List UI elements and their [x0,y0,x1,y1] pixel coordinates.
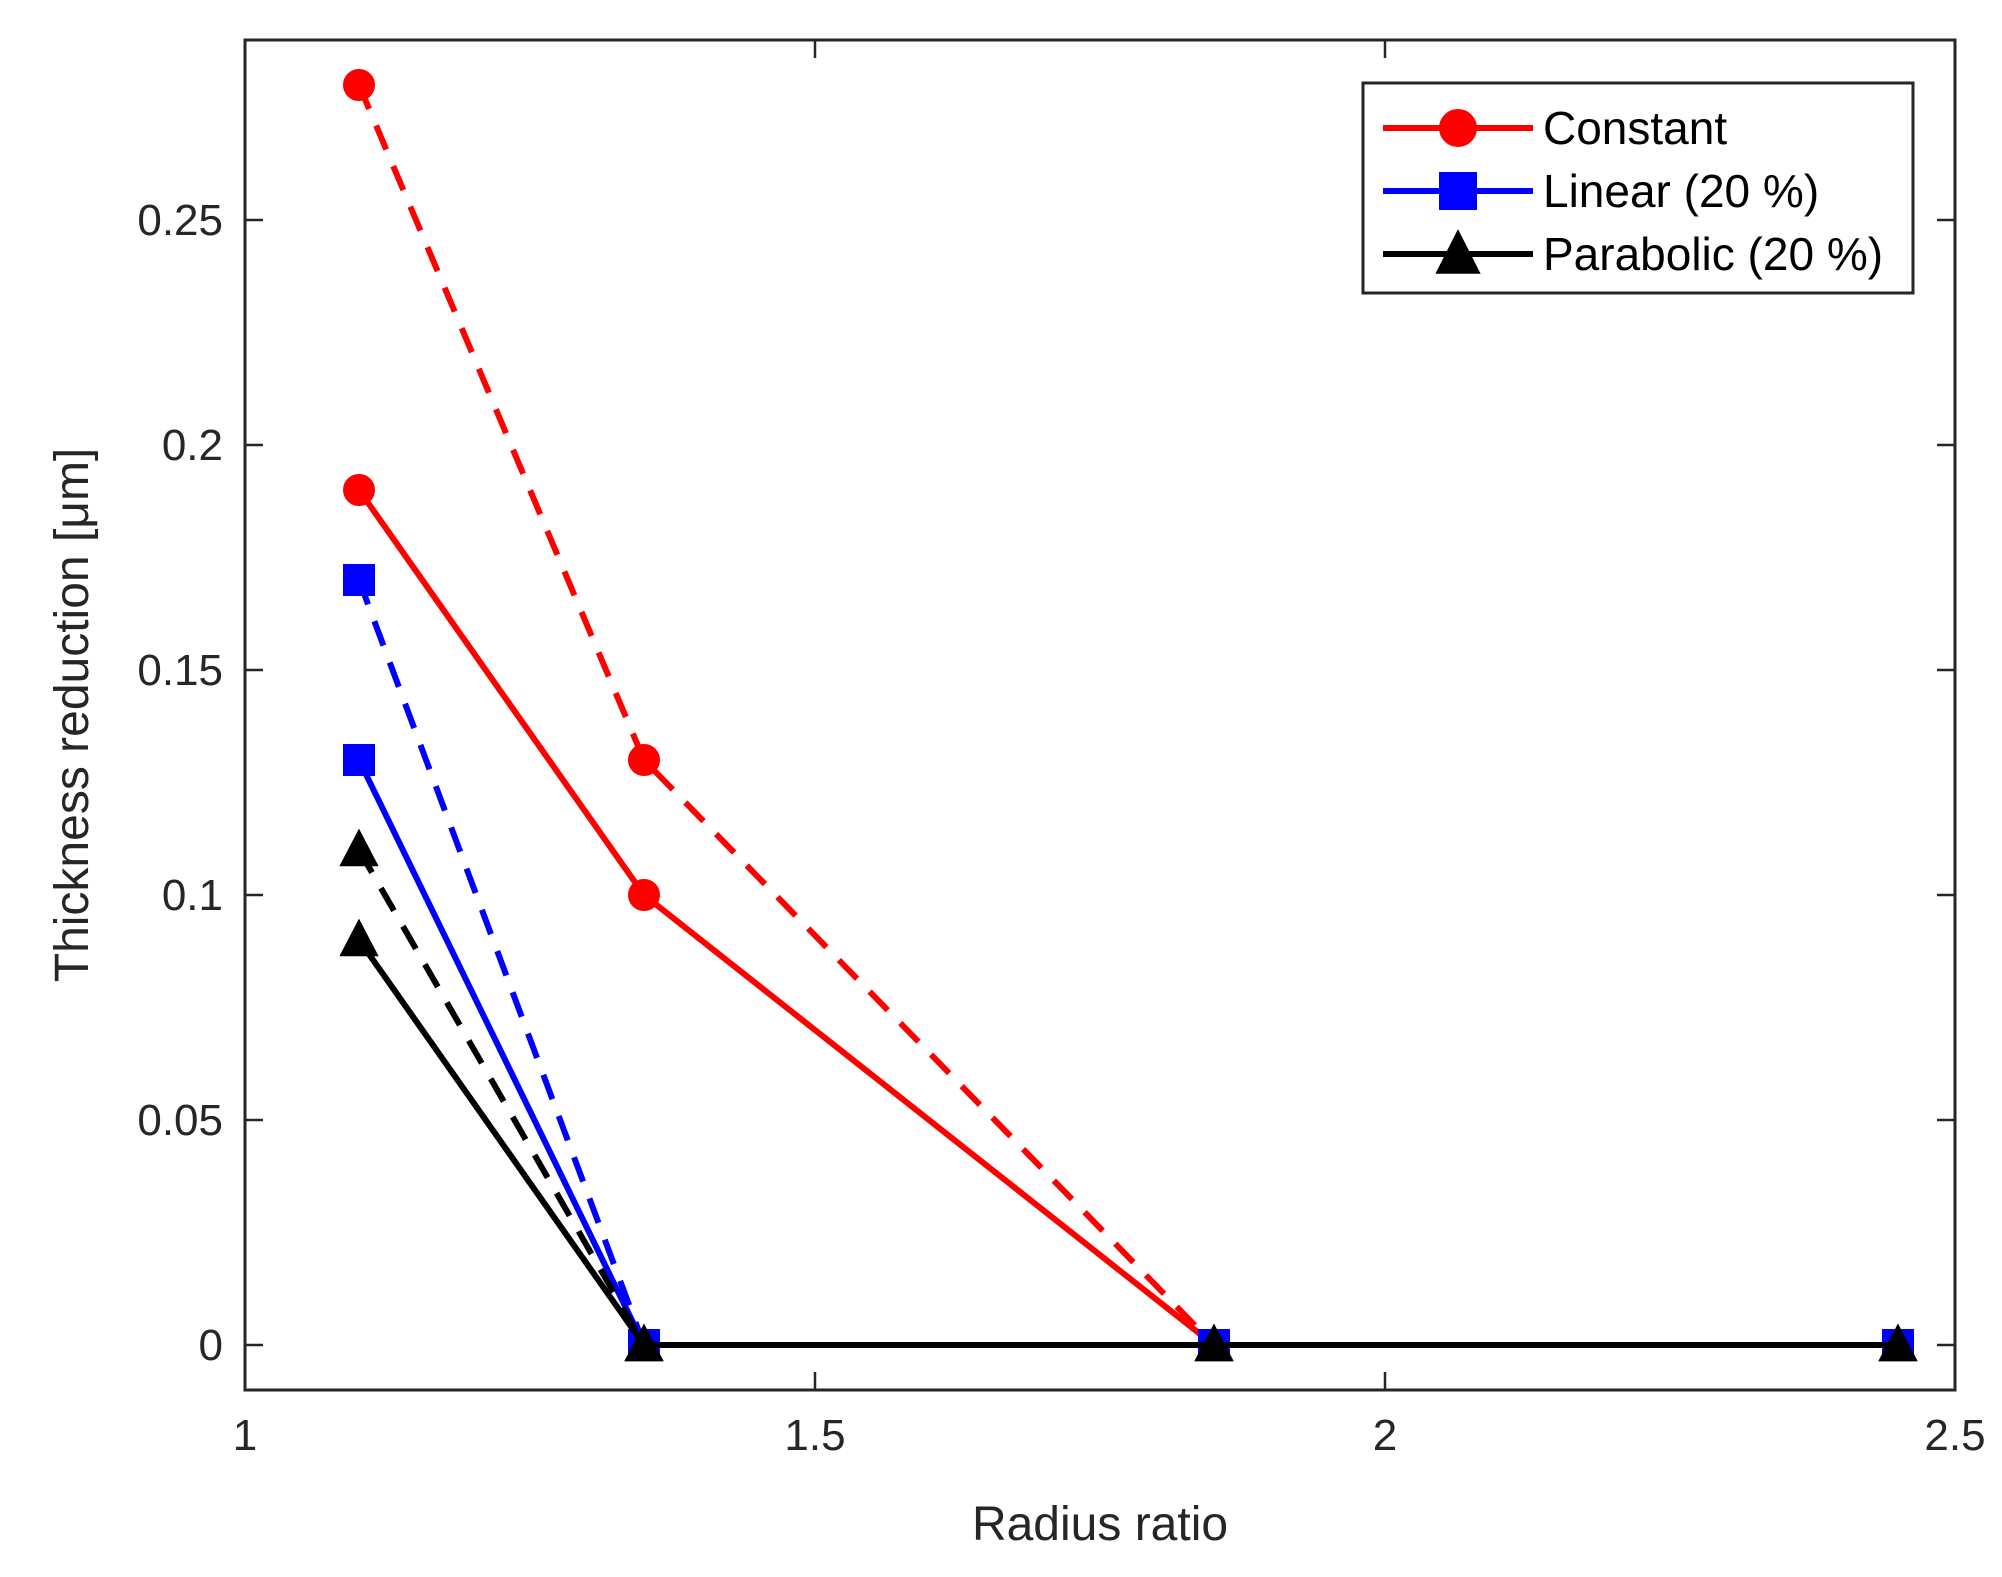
y-tick-label: 0.25 [137,196,223,245]
data-point-marker [339,918,379,957]
data-series [339,69,1918,1362]
tick-labels: 1 1.5 2 2.5 0 0.05 0.1 0.15 0.2 0.25 [137,196,1985,1460]
legend-marker [1435,229,1481,274]
series-4 [339,918,1918,1362]
y-tick-label: 0.05 [137,1096,223,1145]
data-point-marker [339,828,379,867]
x-axis-title: Radius ratio [972,1498,1228,1551]
data-point-marker [343,564,375,596]
y-tick-label: 0 [199,1321,223,1370]
series-line [356,938,1898,1348]
legend-marker [1439,172,1477,210]
data-point-marker [624,1323,664,1362]
axes-box [243,38,1957,1392]
series-line [356,83,1898,1348]
data-point-marker [1878,1323,1918,1362]
legend-label: Linear (20 %) [1543,165,1819,217]
data-point-marker [628,879,660,911]
legend-label: Constant [1543,102,1727,154]
y-tick-label: 0.15 [137,646,223,695]
x-tick-label: 2.5 [1924,1411,1985,1460]
data-point-marker [343,474,375,506]
x-tick-label: 1.5 [784,1411,845,1460]
data-point-marker [1194,1323,1234,1362]
legend-entry: Parabolic (20 %) [1383,228,1883,280]
data-point-marker [343,744,375,776]
data-point-marker [628,744,660,776]
y-tick-label: 0.2 [162,421,223,470]
data-point-marker [343,69,375,101]
x-tick-label: 2 [1373,1411,1397,1460]
y-tick-label: 0.1 [162,871,223,920]
y-axis-title: Thickness reduction [μm] [46,448,99,983]
legend: Constant Linear (20 %) Parabolic (20 %) [1361,81,1915,295]
legend-entry: Linear (20 %) [1383,165,1819,217]
x-tick-label: 1 [233,1411,257,1460]
legend-label: Parabolic (20 %) [1543,228,1883,280]
legend-marker [1439,109,1477,147]
legend-entry: Constant [1383,102,1727,154]
